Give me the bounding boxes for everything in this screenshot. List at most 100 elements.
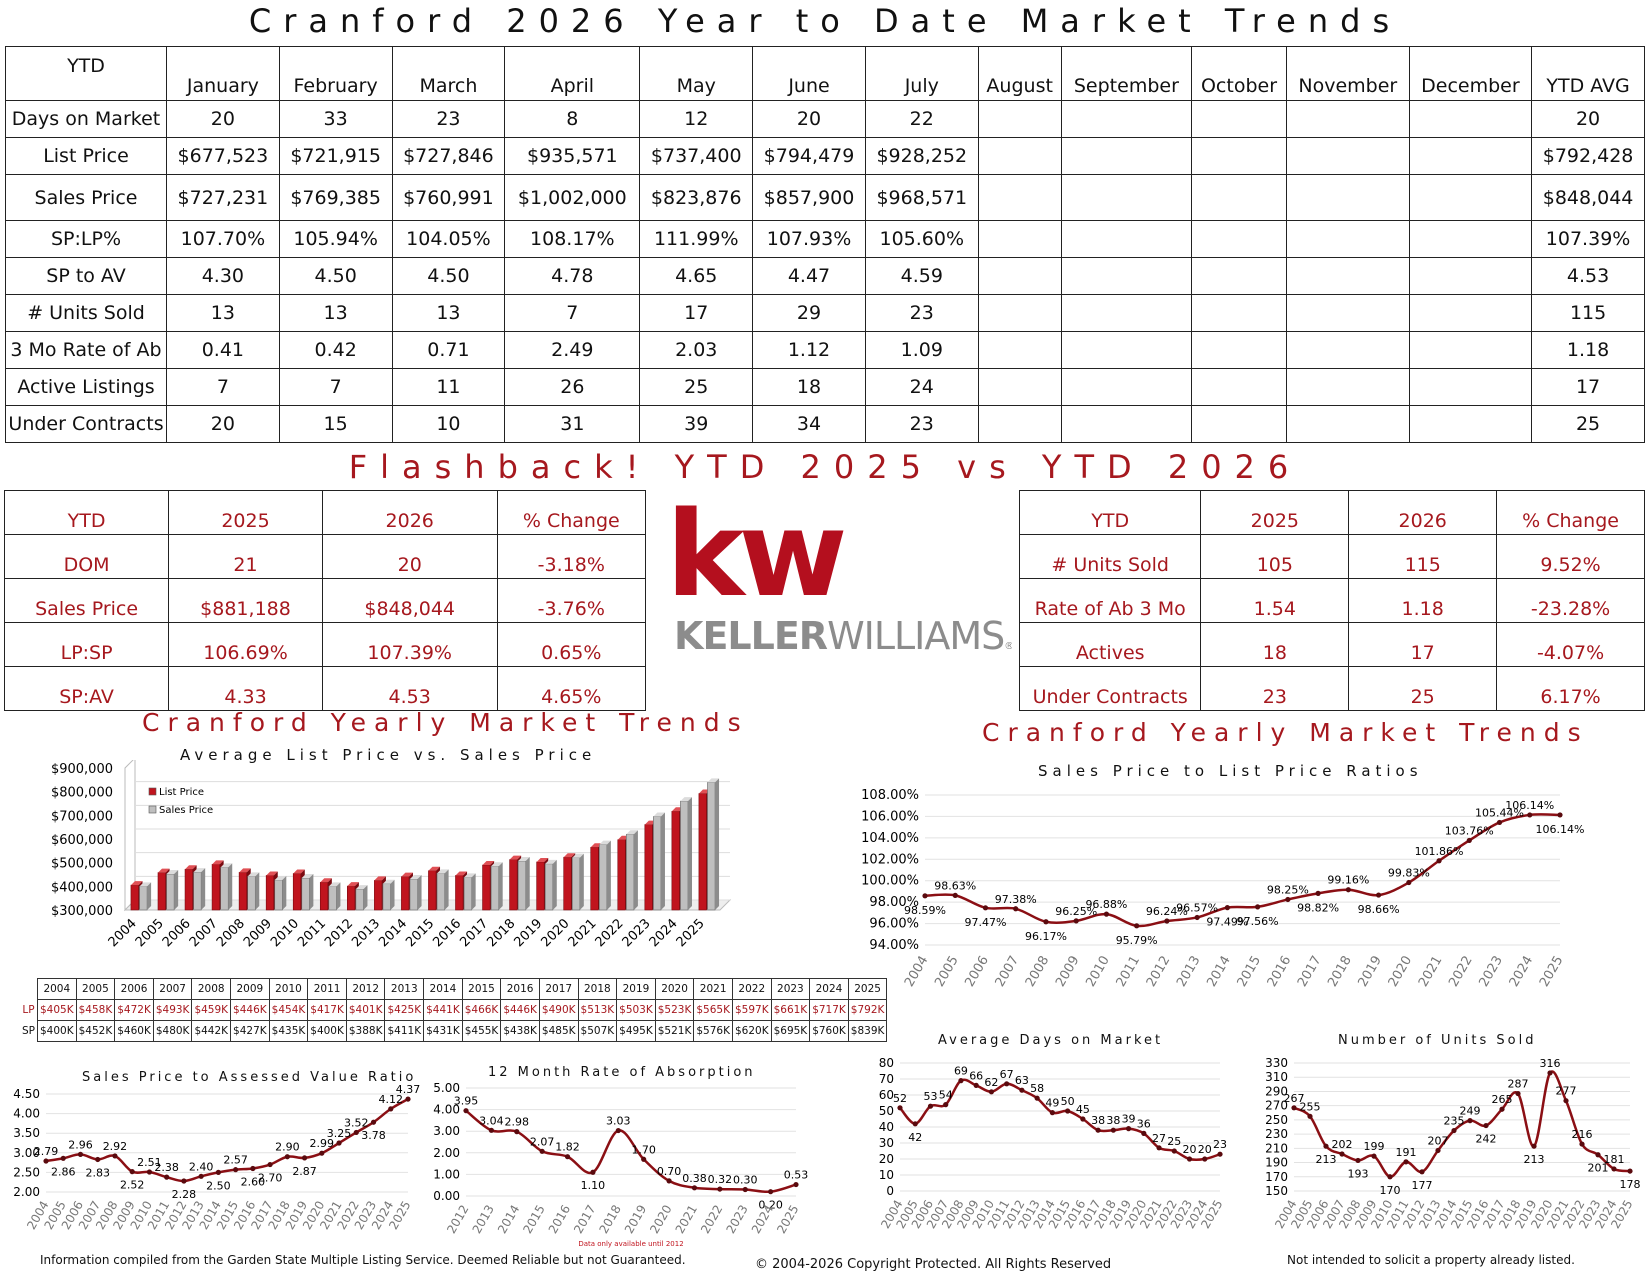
bar-top	[239, 868, 251, 873]
data-label: 178	[1620, 1178, 1641, 1191]
bar-side	[715, 778, 720, 910]
value-cell: 4.50	[391, 257, 506, 295]
x-tick-label: 2016	[1265, 954, 1295, 990]
month-header-cell: December	[1408, 46, 1533, 101]
value-cell: 111.99%	[639, 220, 754, 258]
value-cell: 34	[752, 405, 866, 443]
sp-cell: $455K	[461, 1020, 502, 1042]
value-cell: 20	[166, 405, 280, 443]
data-label: 0.20	[758, 1199, 783, 1212]
bar-top	[590, 843, 603, 848]
yearly-title-right: Cranford Yearly Market Trends	[982, 718, 1589, 747]
data-point	[1355, 1157, 1361, 1164]
data-label: 202	[1332, 1138, 1353, 1151]
data-point	[539, 1148, 545, 1154]
data-point	[405, 1096, 411, 1102]
compare-row: Under Contracts 23 25 6.17%	[1018, 666, 1645, 711]
value-cell	[1285, 137, 1410, 175]
x-tick-label: 2011	[1114, 954, 1144, 990]
year-cell: 2007	[152, 978, 193, 1000]
ytd-header-row: YTD January February March April May June July A…	[5, 46, 1645, 101]
data-label: 98.66%	[1358, 903, 1400, 916]
value-cell: 33	[278, 100, 393, 138]
data-label: 3.52	[344, 1116, 369, 1129]
data-label: 193	[1348, 1167, 1369, 1180]
value-cell	[1408, 294, 1533, 332]
data-point	[590, 1169, 596, 1175]
data-label: 235	[1444, 1115, 1465, 1128]
value-cell: 105.60%	[864, 220, 979, 258]
y-tick-label: 3.00	[433, 1124, 460, 1138]
data-point	[768, 1189, 774, 1195]
compare-cell: -3.18%	[496, 534, 647, 579]
bar-sales-price	[680, 800, 689, 911]
lp-cell: $493K	[152, 999, 193, 1021]
bar-list-price	[455, 875, 464, 911]
bar-side	[579, 853, 584, 910]
bar-list-price	[347, 885, 356, 911]
data-point	[1019, 1087, 1025, 1093]
y-tick-label: 30	[879, 1136, 894, 1150]
bar-list-price	[536, 861, 545, 911]
y-tick-label: 3.00	[13, 1146, 40, 1160]
data-label: 49	[1045, 1097, 1059, 1110]
bar-sales-price	[274, 879, 283, 911]
wordmark-williams: WILLIAMS	[827, 614, 1004, 658]
year-cell: 2011	[307, 978, 347, 1000]
sp-cell: $521K	[654, 1020, 695, 1042]
compare-cell: $848,044	[321, 578, 498, 623]
data-point	[1375, 892, 1382, 898]
data-label: 106.14%	[1505, 799, 1554, 812]
bar-list-price	[184, 868, 193, 911]
y-tick-label: 3.50	[13, 1126, 40, 1140]
x-tick-label: 2016	[430, 916, 464, 950]
x-tick-label: 2024	[1507, 954, 1537, 990]
data-label: 2.28	[172, 1188, 197, 1201]
data-label: 101.86%	[1415, 845, 1464, 858]
data-point	[1034, 1095, 1040, 1101]
wordmark-keller: KELLER	[674, 614, 828, 658]
bar-top	[401, 872, 413, 877]
bar-side	[228, 863, 233, 910]
y-tick-label: 230	[1265, 1127, 1288, 1141]
data-label: 177	[1412, 1179, 1433, 1192]
compare-row: Actives 18 17 -4.07%	[1018, 622, 1645, 667]
y-tick-label: 170	[1265, 1170, 1288, 1184]
value-cell: $928,252	[864, 137, 979, 175]
value-cell: $794,479	[752, 137, 866, 175]
data-point	[164, 1174, 170, 1180]
data-point	[1103, 911, 1110, 917]
data-label: 96.24%	[1146, 905, 1188, 918]
y-tick-label: 2.50	[13, 1165, 40, 1179]
x-tick-label: 2022	[1446, 954, 1476, 990]
compare-cell: DOM	[3, 534, 170, 579]
x-tick-label: 2005	[932, 954, 962, 990]
data-point	[1080, 1116, 1086, 1122]
bar-sales-price	[328, 886, 337, 911]
value-cell: $760,991	[391, 174, 506, 221]
data-point	[1186, 1156, 1193, 1162]
year-cell: 2010	[268, 978, 309, 1000]
month-header-cell: September	[1060, 46, 1193, 101]
y-tick-label: $700,000	[51, 809, 113, 824]
data-label: 99.83%	[1388, 867, 1430, 880]
bar-list-price	[428, 870, 437, 911]
x-tick-label: 2015	[520, 1203, 547, 1236]
data-label: 98.82%	[1297, 901, 1339, 914]
data-point	[1224, 905, 1230, 911]
compare-cell: 107.39%	[321, 622, 498, 667]
data-label: 255	[1300, 1100, 1321, 1113]
value-cell: $769,385	[278, 174, 393, 221]
legend-label: Sales Price	[159, 805, 213, 816]
data-label: 67	[1000, 1068, 1014, 1081]
value-cell: 107.39%	[1531, 220, 1645, 258]
data-label: 2.83	[85, 1166, 110, 1179]
bar-list-price	[563, 856, 572, 911]
sp-cell: $400K	[307, 1020, 347, 1042]
bar-side	[444, 869, 449, 910]
compare-header-row: YTD 2025 2026% Change	[1018, 490, 1645, 535]
y-tick-label: $400,000	[51, 880, 113, 895]
data-point	[388, 1106, 394, 1112]
data-label: 62	[984, 1076, 998, 1089]
compare-cell: 25	[1348, 666, 1498, 711]
